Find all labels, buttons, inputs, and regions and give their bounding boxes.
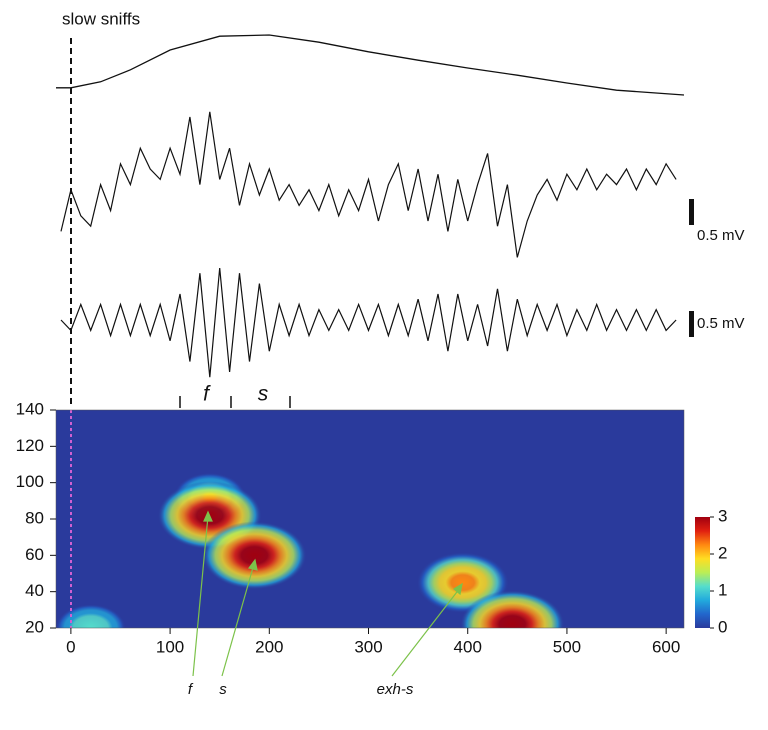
scale-label: 0.5 mV	[697, 227, 745, 244]
lfp-trace	[60, 267, 677, 378]
x-tick-label: 400	[454, 637, 482, 656]
x-tick-label: 200	[255, 637, 283, 656]
x-tick-label: 600	[652, 637, 680, 656]
y-tick-label: 60	[25, 545, 44, 564]
colorbar-label: 1	[718, 580, 727, 599]
scale-bar	[689, 311, 694, 337]
spectrogram	[56, 410, 684, 628]
annotation: exh-s	[377, 681, 414, 698]
heat-spot	[460, 590, 565, 628]
scale-label: 0.5 mV	[697, 315, 745, 332]
y-tick-label: 140	[16, 399, 44, 418]
annotation: f	[188, 681, 194, 698]
y-tick-label: 80	[25, 508, 44, 527]
lfp-trace	[60, 111, 677, 258]
band-brackets	[179, 396, 291, 408]
heat-spot	[56, 604, 126, 628]
x-tick-label: 100	[156, 637, 184, 656]
colorbar-label: 2	[718, 543, 727, 562]
heat-background	[56, 410, 684, 628]
x-tick-label: 300	[354, 637, 382, 656]
y-tick-label: 120	[16, 436, 44, 455]
y-tick-label: 20	[25, 617, 44, 636]
arrows	[192, 510, 463, 677]
band-label: f	[203, 383, 211, 406]
y-tick-label: 100	[16, 472, 44, 491]
scale-bar	[689, 199, 694, 225]
annotation: s	[219, 681, 227, 698]
colorbar-label: 3	[718, 506, 727, 525]
band-label: s	[258, 383, 269, 406]
heat-spot	[202, 521, 307, 590]
colorbar-label: 0	[718, 617, 727, 636]
x-tick-label: 500	[553, 637, 581, 656]
colorbar	[695, 517, 710, 628]
y-tick-label: 40	[25, 581, 44, 600]
x-tick-label: 0	[66, 637, 75, 656]
sniff-trace	[56, 34, 685, 96]
title: slow sniffs	[62, 9, 140, 28]
